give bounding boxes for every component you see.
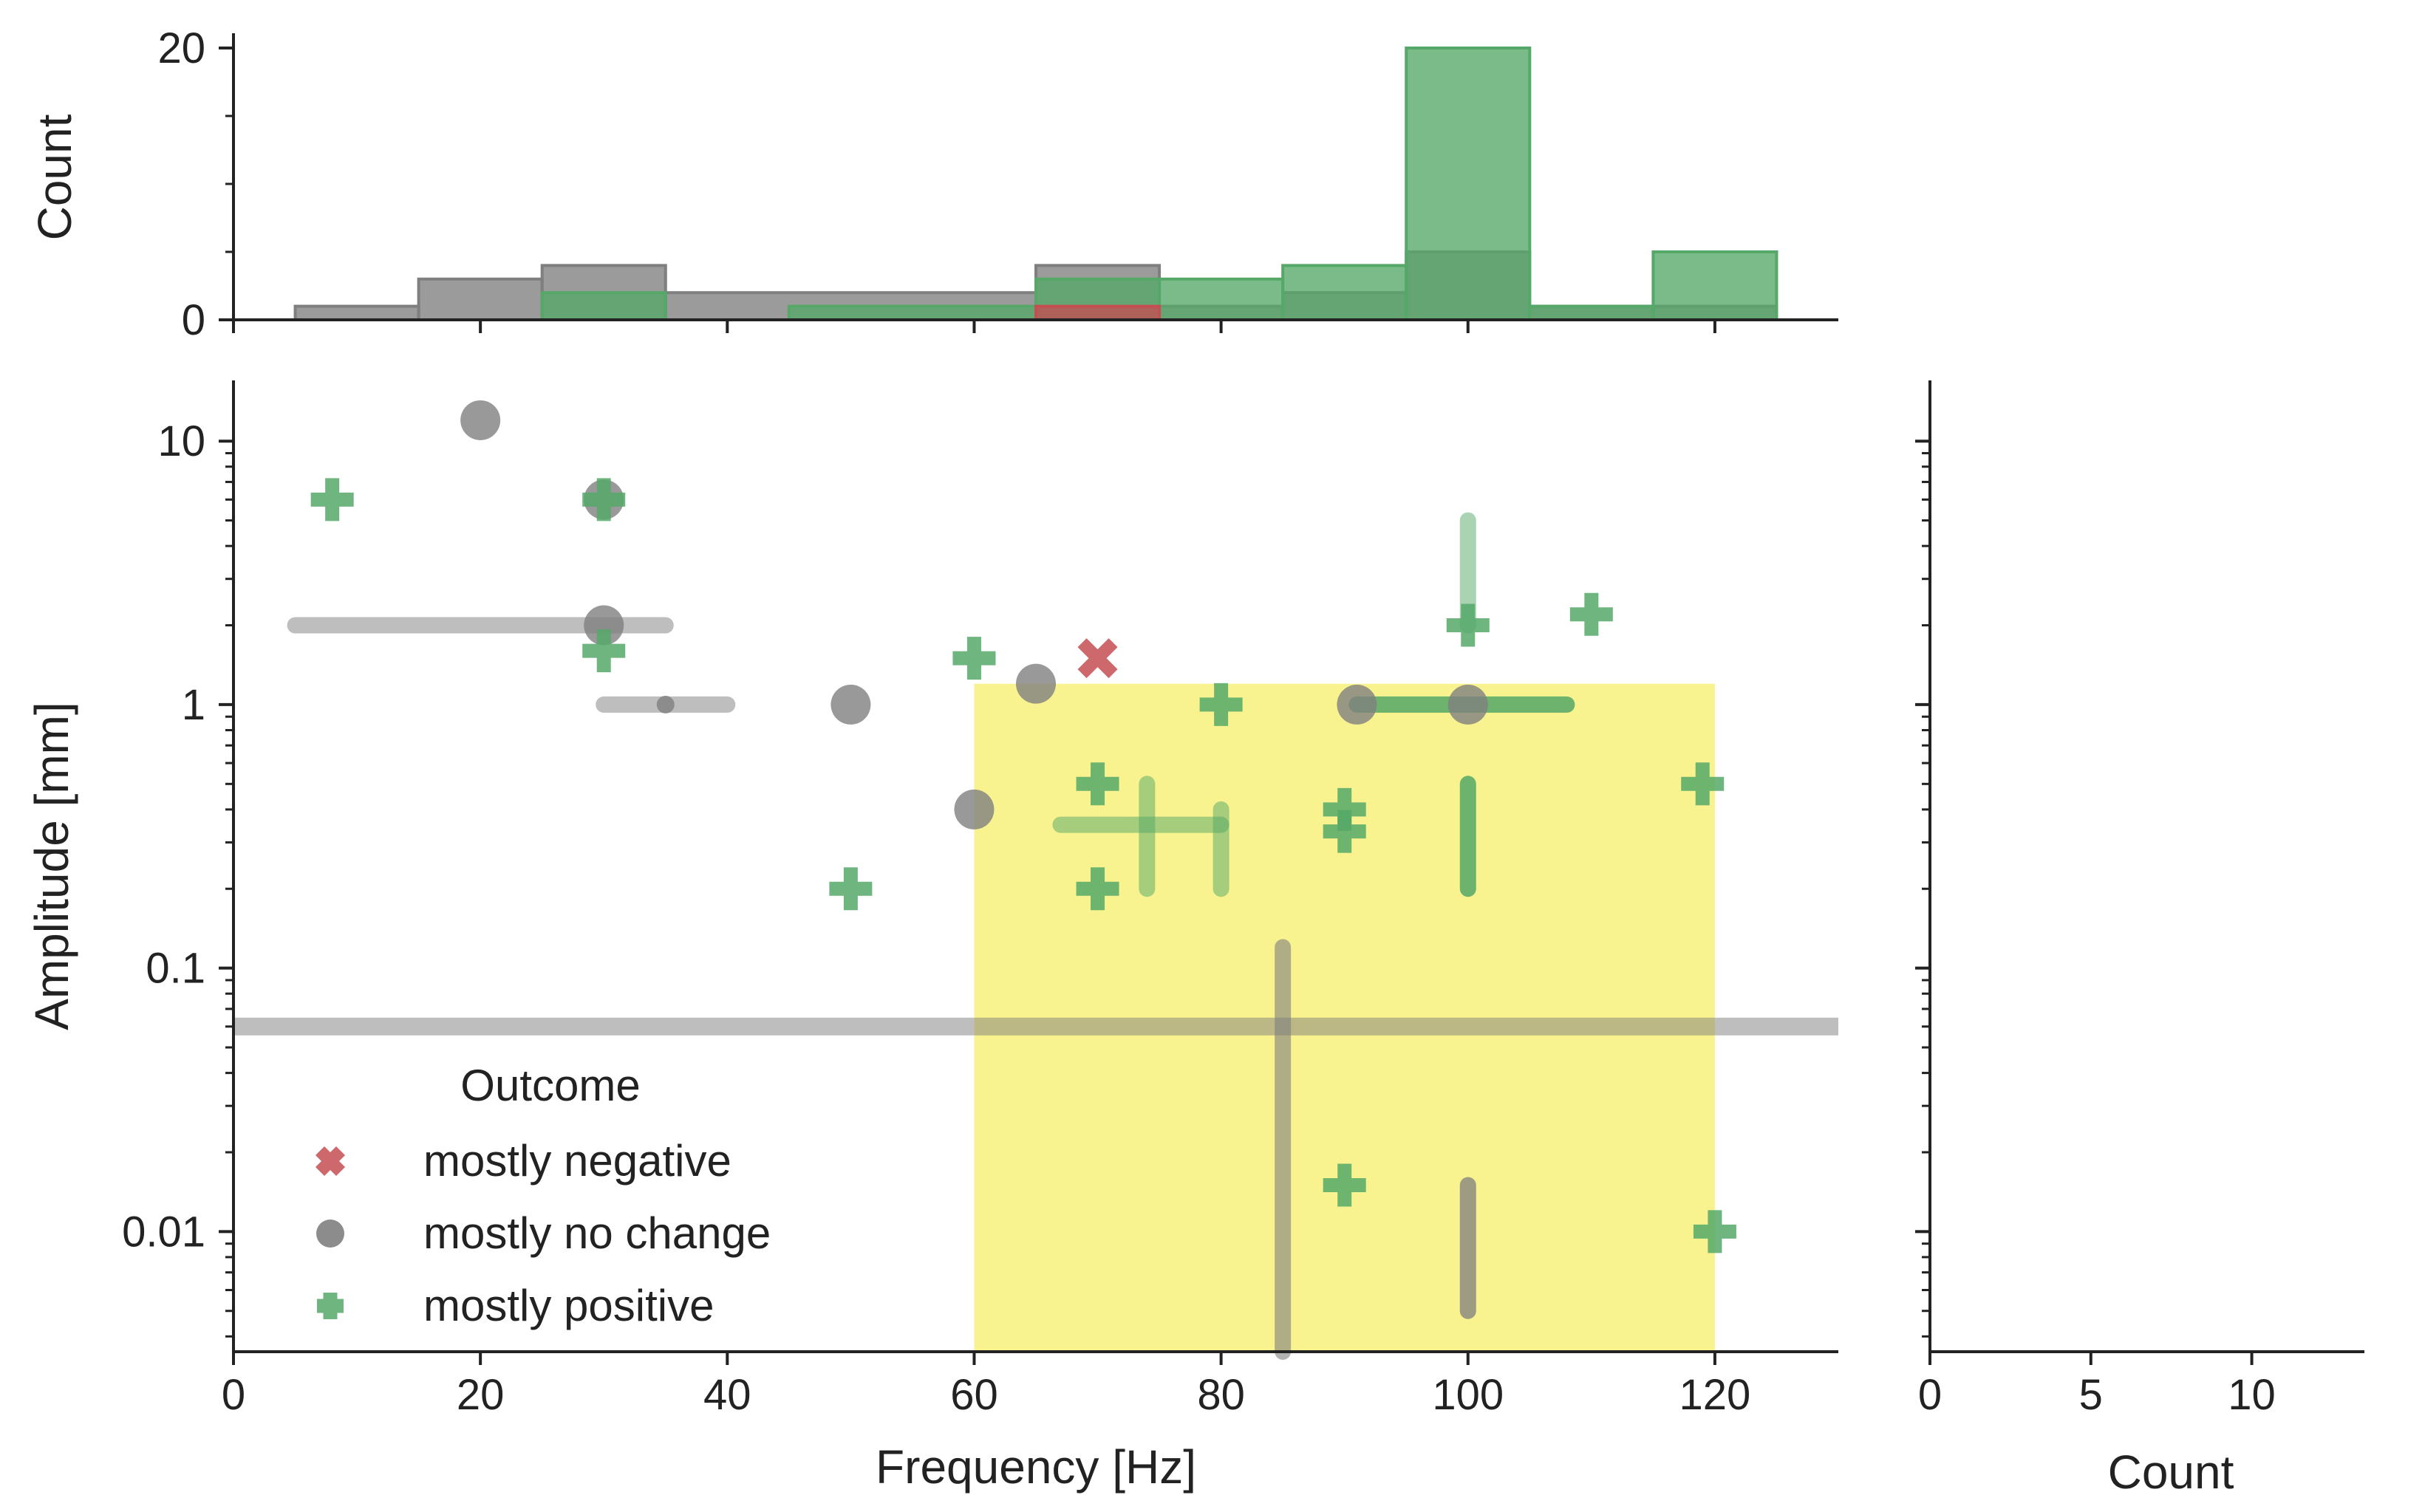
point-positive-6 [1076,867,1119,911]
legend: Outcome mostly negative mostly no change mo… [315,1061,771,1330]
main-x-tick-label-1: 20 [457,1371,505,1419]
legend-marker-positive [317,1293,344,1319]
main-x-tick-label-0: 0 [222,1371,245,1419]
top-hist-bar-positive-2 [787,304,1038,322]
point-no-change-0 [460,400,501,440]
point-positive-2 [582,629,626,673]
point-positive-0 [310,478,354,521]
point-no-change-2 [584,605,624,646]
point-positive-3 [829,867,873,911]
top-hist-bar-no_change-1 [417,277,544,321]
top-hist-bar-positive-4 [1158,277,1285,321]
legend-title: Outcome [460,1061,640,1110]
top-y-tick-label-0: 0 [182,296,205,344]
point-no-change-7 [1337,684,1377,725]
point-positive-10 [1323,1163,1366,1207]
point-positive-9 [1323,810,1366,853]
top-hist-bar-negative-0 [1034,304,1162,322]
top-y-tick-label-1: 20 [157,24,205,72]
legend-label-positive: mostly positive [423,1281,714,1330]
legend-label-no_change: mostly no change [423,1208,771,1258]
legend-marker-no-change [316,1219,344,1248]
top-hist-bar-positive-5 [1281,264,1408,321]
point-positive-7 [1199,683,1243,726]
point-no-change-8 [1447,684,1488,725]
main-x-tick-label-5: 100 [1432,1371,1504,1419]
point-no-change-3 [656,695,675,714]
point-positive-1 [582,478,626,521]
legend-label-negative: mostly negative [423,1136,731,1186]
right-x-tick-label-1: 5 [2079,1371,2103,1419]
point-positive-11 [1446,603,1490,647]
main-x-axis-label: Frequency [Hz] [876,1440,1196,1494]
point-positive-13 [1681,762,1725,806]
top-y-axis-label: Count [28,114,81,240]
top-hist-bar-positive-7 [1528,304,1655,322]
point-positive-12 [1569,592,1613,636]
top-hist-bar-positive-0 [540,291,667,322]
right-x-tick-label-2: 10 [2228,1371,2276,1419]
main-y-tick-label-1: 0.1 [146,945,205,993]
main-y-tick-label-0: 0.01 [122,1208,205,1256]
main-x-tick-label-6: 120 [1679,1371,1751,1419]
point-negative-0 [1077,638,1118,679]
main-x-tick-label-4: 80 [1197,1371,1245,1419]
point-positive-5 [1076,762,1119,806]
top-hist-bar-positive-8 [1651,250,1778,321]
point-no-change-5 [954,789,995,829]
main-y-tick-label-3: 10 [157,417,205,465]
legend-marker-negative [315,1146,346,1177]
point-positive-4 [952,637,996,680]
right-x-axis-label: Count [2108,1446,2234,1499]
main-y-axis-label: Amplitude [mm] [25,702,78,1030]
top-hist-bar-no_change-0 [293,304,420,322]
main-y-tick-label-2: 1 [182,681,205,729]
right-x-tick-label-0: 0 [1918,1371,1942,1419]
main-scatter-panel: 0 20 40 60 80 100 120 Frequency [Hz] 0.01 0.1 1 10 A… [25,380,1838,1494]
main-x-tick-label-2: 40 [703,1371,751,1419]
point-positive-14 [1693,1210,1736,1253]
main-x-tick-label-3: 60 [950,1371,998,1419]
top-histogram-panel: 0 20 Count [28,24,1838,344]
right-histogram-panel: 0 5 10 Count [1915,380,2364,1499]
point-no-change-4 [830,684,871,725]
point-no-change-6 [1016,663,1056,704]
top-hist-bar-positive-6 [1405,47,1532,321]
